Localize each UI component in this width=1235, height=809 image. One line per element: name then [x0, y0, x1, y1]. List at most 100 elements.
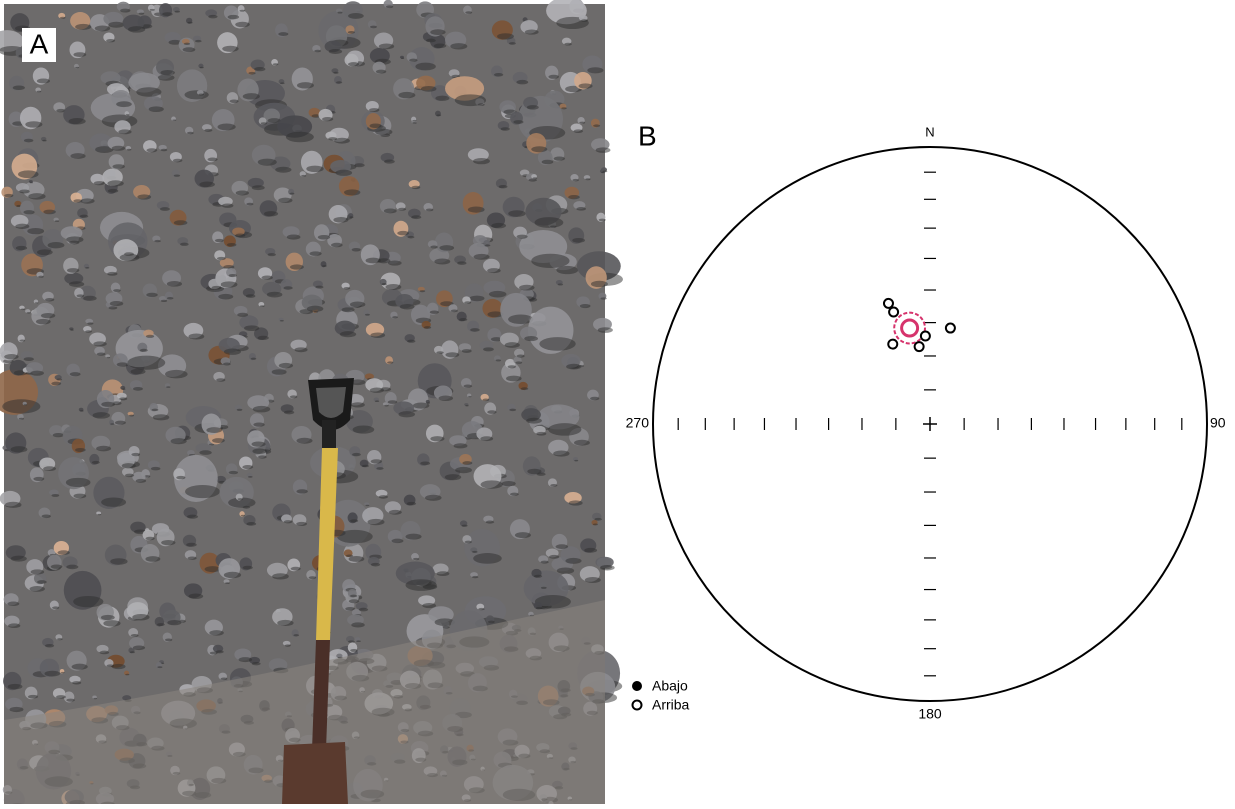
rock-shadow: [126, 114, 130, 115]
rock-shadow: [140, 349, 148, 352]
figure: A N 90 180 270 B Abajo Arriba: [0, 0, 1235, 804]
rock-shadow: [130, 651, 135, 653]
rock-shadow: [146, 335, 154, 338]
rock-shadow: [96, 446, 111, 452]
rock-shadow: [497, 33, 514, 39]
rock-shadow: [187, 515, 198, 519]
rock-shadow: [365, 505, 369, 506]
rock-shadow: [400, 304, 415, 309]
rock-shadow: [7, 602, 19, 606]
rock-shadow: [97, 514, 101, 515]
rock-shadow: [95, 26, 110, 32]
rock-shadow: [426, 39, 436, 43]
rock-shadow: [27, 228, 44, 234]
rock-shadow: [291, 567, 301, 571]
rock-shadow: [151, 467, 161, 471]
rock-shadow: [122, 388, 126, 389]
rock-shadow: [221, 281, 238, 287]
rock-shadow: [146, 148, 157, 152]
rock-shadow: [252, 441, 266, 446]
rock-shadow: [430, 436, 444, 441]
rock-shadow: [527, 105, 539, 109]
rock-shadow: [542, 160, 554, 164]
rock-shadow: [352, 248, 361, 251]
rock-shadow: [57, 638, 62, 640]
rock-shadow: [228, 15, 240, 19]
rock-shadow: [459, 318, 467, 321]
rock-shadow: [524, 336, 538, 341]
legend-symbol-filled: [632, 681, 642, 691]
rock-shadow: [188, 556, 197, 559]
rock-shadow: [267, 292, 282, 298]
rock-shadow: [465, 11, 472, 14]
rock-shadow: [411, 215, 421, 219]
rock-shadow: [386, 5, 393, 8]
rock-shadow: [107, 272, 117, 276]
rock-shadow: [593, 124, 600, 127]
rock-shadow: [8, 684, 23, 690]
rock-shadow: [278, 32, 288, 36]
rock-shadow: [19, 340, 25, 342]
rock-shadow: [430, 246, 438, 249]
rock-shadow: [93, 412, 110, 419]
rock-shadow: [162, 12, 172, 16]
rock-shadow: [101, 498, 126, 507]
rock-shadow: [212, 438, 225, 443]
rock-shadow: [501, 127, 510, 130]
rock-shadow: [533, 177, 538, 179]
direction-point: [921, 331, 930, 340]
rock-shadow: [283, 286, 292, 289]
rock-shadow: [295, 347, 308, 352]
rock-shadow: [24, 404, 27, 405]
rock-shadow: [185, 485, 220, 498]
rock-shadow: [8, 623, 20, 628]
rock-shadow: [209, 630, 224, 635]
rock-shadow: [235, 22, 250, 27]
rock-shadow: [534, 217, 563, 228]
rock-shadow: [127, 356, 165, 370]
rock-shadow: [161, 300, 167, 302]
rock-shadow: [381, 283, 386, 285]
rock-shadow: [56, 378, 62, 380]
rock-shadow: [137, 194, 151, 199]
rock-shadow: [406, 534, 422, 540]
rock-shadow: [167, 620, 181, 625]
rock-shadow: [31, 569, 45, 574]
rock-shadow: [264, 211, 278, 216]
rock-shadow: [189, 594, 204, 600]
rock-shadow: [66, 478, 91, 487]
rock-shadow: [329, 49, 342, 54]
rock-shadow: [261, 275, 272, 279]
rock-shadow: [51, 564, 63, 568]
rock-shadow: [108, 189, 118, 193]
rock-shadow: [208, 15, 217, 19]
rock-shadow: [398, 208, 406, 211]
rock-shadow: [243, 566, 253, 570]
rock-shadow: [227, 243, 237, 247]
rock-shadow: [4, 194, 13, 197]
direction-point: [915, 342, 924, 351]
shovel-grip-hole: [316, 387, 346, 418]
rock-shadow: [41, 313, 55, 318]
rock-shadow: [370, 124, 382, 129]
rock-shadow: [454, 443, 468, 448]
rock-shadow: [230, 100, 239, 103]
rock-shadow: [103, 620, 120, 626]
rock-shadow: [445, 474, 461, 480]
rock-shadow: [223, 363, 231, 366]
rock-shadow: [384, 160, 395, 164]
rock-shadow: [239, 657, 253, 662]
rock-shadow: [244, 325, 259, 331]
rock-shadow: [558, 283, 564, 285]
rock-shadow: [508, 365, 516, 368]
rock-shadow: [237, 409, 243, 411]
rock-shadow: [515, 361, 522, 364]
north-label: N: [925, 124, 934, 139]
rock-shadow: [212, 286, 222, 290]
mean-direction: [902, 320, 918, 336]
rock-shadow: [566, 364, 581, 370]
rock-shadow: [184, 43, 190, 45]
rock-shadow: [272, 573, 289, 579]
rock-shadow: [579, 83, 593, 88]
rock-shadow: [106, 39, 115, 42]
